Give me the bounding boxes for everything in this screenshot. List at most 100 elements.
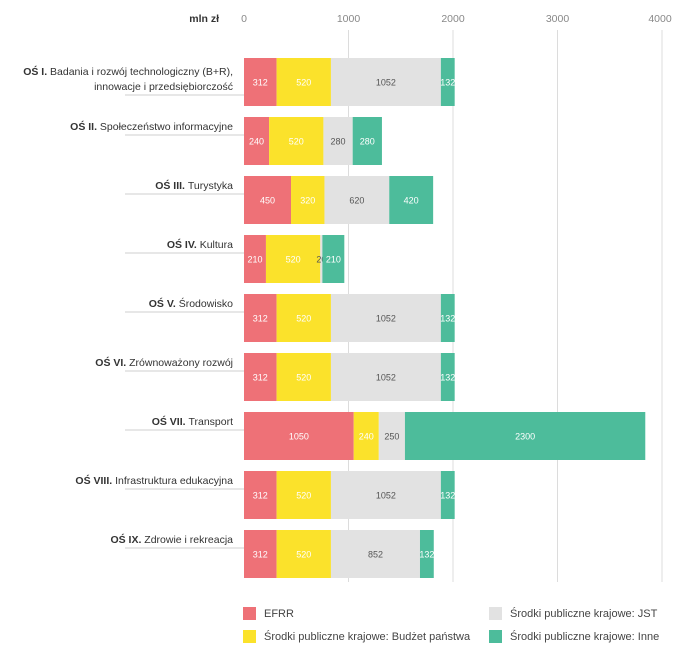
bar-value-label: 1052 [376, 78, 396, 88]
bar-value-label: 1052 [376, 491, 396, 501]
bar-segment [440, 294, 455, 342]
bar-segment [352, 117, 382, 165]
category-label: OŚ IV. Kultura [167, 238, 233, 251]
bar-value-label: 132 [419, 550, 434, 560]
bar-value-label: 312 [253, 491, 268, 501]
legend-swatch [489, 607, 502, 620]
legend-swatch [243, 630, 256, 643]
category-label: OŚ III. Turystyka [155, 179, 233, 192]
bar-segment [244, 530, 277, 578]
bar-segment [269, 117, 324, 165]
bar-value-label: 210 [326, 255, 341, 265]
category-label: OŚ V. Środowisko [149, 297, 233, 310]
bar-segment [330, 353, 441, 401]
bar-value-label: 132 [440, 78, 455, 88]
bar-value-label: 132 [440, 314, 455, 324]
bar-value-label: 320 [300, 196, 315, 206]
category-label: OŚ I. Badania i rozwój technologiczny (B… [23, 65, 233, 78]
bar-segment [404, 412, 646, 460]
category-label: OŚ VI. Zrównoważony rozwój [95, 356, 233, 369]
legend-label: Środki publiczne krajowe: Budżet państwa [264, 630, 471, 643]
bar-value-label: 450 [260, 196, 275, 206]
x-tick-label: 4000 [648, 13, 672, 25]
category-label-line2: innowacje i przedsiębiorczość [94, 81, 233, 93]
bar-value-label: 312 [253, 550, 268, 560]
bar-segment [323, 117, 353, 165]
bar-segment [244, 471, 277, 519]
bar-value-label: 520 [289, 137, 304, 147]
category-label: OŚ II. Społeczeństwo informacyjne [70, 120, 233, 133]
bar-value-label: 280 [331, 137, 346, 147]
bar-segment [244, 176, 292, 224]
legend-label: Środki publiczne krajowe: Inne [510, 630, 660, 643]
bar-segment [244, 412, 354, 460]
category-label: OŚ IX. Zdrowie i rekreacja [110, 533, 233, 546]
x-axis: mln zł 0 1000 2000 3000 4000 [189, 13, 672, 25]
x-tick-label: 2000 [441, 13, 465, 25]
bar-value-label: 20 [316, 255, 326, 265]
bar-segment [419, 530, 434, 578]
bar-value-label: 520 [286, 255, 301, 265]
bar-segment [324, 176, 390, 224]
bar-segment [276, 530, 331, 578]
bar-value-label: 250 [384, 432, 399, 442]
legend-label: EFRR [264, 607, 294, 620]
bar-value-label: 312 [253, 373, 268, 383]
legend-item-budzet-panstwa: Środki publiczne krajowe: Budżet państwa [243, 630, 470, 643]
bar-segment [440, 353, 455, 401]
bar-value-label: 312 [253, 78, 268, 88]
bar-value-label: 240 [249, 137, 264, 147]
legend-item-efrr: EFRR [243, 607, 294, 620]
legend-label: Środki publiczne krajowe: JST [510, 607, 658, 620]
bar-segment [276, 294, 331, 342]
bar-value-label: 132 [440, 491, 455, 501]
legend-swatch [489, 630, 502, 643]
bar-segment [378, 412, 405, 460]
x-axis-unit-label: mln zł [189, 13, 219, 25]
bar-segment [265, 235, 321, 283]
bar-segment [291, 176, 325, 224]
legend-item-inne: Środki publiczne krajowe: Inne [489, 630, 659, 643]
bar-value-label: 520 [296, 550, 311, 560]
x-tick-label: 1000 [337, 13, 361, 25]
bar-segment [320, 235, 323, 283]
x-tick-label: 0 [241, 13, 247, 25]
bar-segment [440, 471, 455, 519]
bar-segment [330, 58, 441, 106]
bar-value-label: 852 [368, 550, 383, 560]
bar-segment [276, 58, 331, 106]
bar-segment [244, 58, 277, 106]
bar-value-label: 312 [253, 314, 268, 324]
bar-segment [276, 353, 331, 401]
bar-value-label: 520 [296, 373, 311, 383]
bar-segment [330, 530, 420, 578]
bar-value-label: 210 [247, 255, 262, 265]
bar-value-label: 420 [404, 196, 419, 206]
bar-value-label: 1052 [376, 314, 396, 324]
legend-item-jst: Środki publiczne krajowe: JST [489, 607, 657, 620]
bar-value-label: 240 [359, 432, 374, 442]
bars: 312 520 1052 132 240 520 280 280 450 320 620 420 210… [244, 58, 646, 578]
x-tick-label: 3000 [546, 13, 570, 25]
bar-segment [440, 58, 455, 106]
bar-value-label: 2300 [515, 432, 535, 442]
bar-value-label: 620 [349, 196, 364, 206]
bar-value-label: 132 [440, 373, 455, 383]
bar-segment [353, 412, 379, 460]
bar-value-label: 520 [296, 491, 311, 501]
bar-segment [276, 471, 331, 519]
bar-segment [244, 353, 277, 401]
bar-value-label: 1050 [289, 432, 309, 442]
bar-segment [244, 117, 270, 165]
bar-value-label: 520 [296, 78, 311, 88]
bar-value-label: 1052 [376, 373, 396, 383]
bar-value-label: 520 [296, 314, 311, 324]
category-labels: OŚ I. Badania i rozwój technologiczny (B… [23, 65, 244, 549]
bar-segment [330, 294, 441, 342]
bar-segment [244, 235, 266, 283]
bar-value-label: 280 [360, 137, 375, 147]
legend-swatch [243, 607, 256, 620]
category-label: OŚ VIII. Infrastruktura edukacyjna [75, 474, 233, 487]
bar-segment [244, 294, 277, 342]
